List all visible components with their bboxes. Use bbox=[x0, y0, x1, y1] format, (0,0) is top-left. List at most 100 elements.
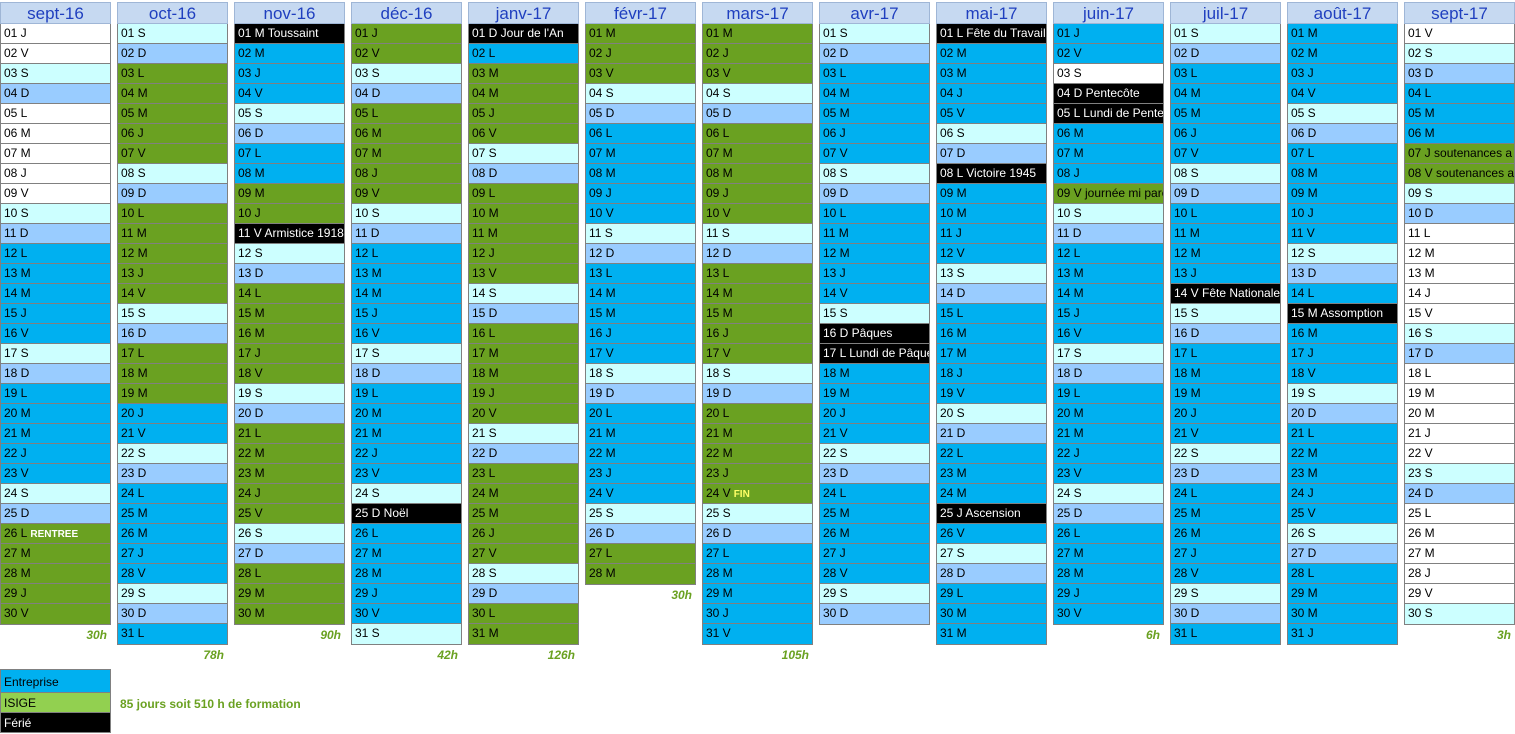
day-label: 08 S bbox=[121, 166, 146, 180]
day-cell: 28 S bbox=[469, 564, 578, 584]
day-cell: 30 D bbox=[820, 604, 929, 624]
day-label: 16 S bbox=[1408, 326, 1433, 340]
day-cell: 14 V bbox=[118, 284, 227, 304]
day-label: 22 L bbox=[940, 446, 964, 460]
day-label: 13 M bbox=[4, 266, 31, 280]
day-label: 13 V bbox=[472, 266, 497, 280]
day-cell: 22 L bbox=[937, 444, 1046, 464]
day-cell: 27 J bbox=[820, 544, 929, 564]
day-cell: 27 L bbox=[703, 544, 812, 564]
day-label: 10 L bbox=[121, 206, 145, 220]
day-cell: 04 M bbox=[469, 84, 578, 104]
day-cell: 04 D bbox=[1, 84, 110, 104]
day-cell: 03 M bbox=[937, 64, 1046, 84]
day-cell: 11 M bbox=[1171, 224, 1280, 244]
month-column: déc-16 01 J 02 V 03 S 04 D 05 L 06 M 07 M 08 J 09… bbox=[351, 2, 462, 665]
day-label: 31 M bbox=[472, 626, 499, 640]
day-cell: 09 D bbox=[820, 184, 929, 204]
day-label: 14 M bbox=[1057, 286, 1084, 300]
day-label: 02 M bbox=[238, 46, 265, 60]
day-cell: 17 M bbox=[469, 344, 578, 364]
month-header: sept-17 bbox=[1404, 2, 1515, 24]
day-list: 01 D Jour de l'An 02 L 03 M 04 M 05 J 06 V 07 … bbox=[468, 24, 579, 645]
day-label: 17 V bbox=[589, 346, 614, 360]
day-label: 23 L bbox=[472, 466, 496, 480]
day-label: 11 M bbox=[823, 226, 849, 240]
day-label: 16 V bbox=[355, 326, 380, 340]
day-cell: 30 V bbox=[352, 604, 461, 624]
day-label: 06 S bbox=[940, 126, 965, 140]
month-hours: 90h bbox=[320, 628, 341, 642]
day-label: 27 V bbox=[472, 546, 497, 560]
day-cell: 26 M bbox=[1171, 524, 1280, 544]
day-label: 23 M bbox=[1291, 466, 1318, 480]
day-label: 14 D bbox=[940, 286, 966, 300]
day-cell: 26 L bbox=[352, 524, 461, 544]
day-label: 28 L bbox=[238, 566, 262, 580]
day-label: 04 D bbox=[355, 86, 381, 100]
day-cell: 03 D bbox=[1405, 64, 1514, 84]
day-label: 08 L Victoire 1945 bbox=[940, 166, 1037, 180]
day-label: 28 J bbox=[1408, 566, 1431, 580]
day-cell: 31 M bbox=[469, 624, 578, 644]
day-label: 07 L bbox=[238, 146, 262, 160]
day-cell: 27 M bbox=[1054, 544, 1163, 564]
day-label: 30 V bbox=[355, 606, 380, 620]
day-cell: 23 D bbox=[820, 464, 929, 484]
day-label: 28 V bbox=[823, 566, 848, 580]
day-cell: 22 J bbox=[1, 444, 110, 464]
month-hours: 42h bbox=[437, 648, 458, 662]
day-label: 15 V bbox=[1408, 306, 1433, 320]
day-label: 30 D bbox=[121, 606, 147, 620]
day-cell: 30 V bbox=[1054, 604, 1163, 624]
day-cell: 02 M bbox=[937, 44, 1046, 64]
day-label: 08 D bbox=[472, 166, 498, 180]
day-cell: 02 J bbox=[703, 44, 812, 64]
month-header: févr-17 bbox=[585, 2, 696, 24]
day-label: 04 M bbox=[1174, 86, 1201, 100]
day-label: 12 D bbox=[589, 246, 615, 260]
day-cell: 15 S bbox=[118, 304, 227, 324]
day-cell: 19 D bbox=[586, 384, 695, 404]
day-label: 15 M bbox=[238, 306, 265, 320]
month-header: déc-16 bbox=[351, 2, 462, 24]
day-cell: 01 D Jour de l'An bbox=[469, 24, 578, 44]
day-label: 12 M bbox=[823, 246, 850, 260]
day-label: 27 J bbox=[823, 546, 846, 560]
day-label: 18 M bbox=[472, 366, 499, 380]
day-label: 26 D bbox=[589, 526, 615, 540]
day-cell: 13 L bbox=[703, 264, 812, 284]
day-label: 26 L bbox=[4, 526, 28, 540]
day-cell: 03 L bbox=[1171, 64, 1280, 84]
day-cell: 07 V bbox=[1171, 144, 1280, 164]
day-label: 17 J bbox=[1291, 346, 1314, 360]
day-label: 02 D bbox=[1174, 46, 1200, 60]
day-label: 16 D bbox=[1174, 326, 1200, 340]
month-hours bbox=[819, 625, 930, 645]
day-cell: 28 M bbox=[1, 564, 110, 584]
day-label: 08 J bbox=[355, 166, 378, 180]
day-label: 19 M bbox=[1174, 386, 1201, 400]
day-label: 05 D bbox=[589, 106, 615, 120]
day-cell: 09 L bbox=[469, 184, 578, 204]
day-label: 16 J bbox=[589, 326, 612, 340]
day-label: 13 J bbox=[823, 266, 846, 280]
day-cell: 18 M bbox=[820, 364, 929, 384]
day-label: 19 V bbox=[940, 386, 965, 400]
day-label: 25 M bbox=[823, 506, 850, 520]
day-label: 04 S bbox=[706, 86, 731, 100]
day-cell: 25 D bbox=[1, 504, 110, 524]
day-label: 06 L bbox=[706, 126, 730, 140]
day-cell: 06 J bbox=[820, 124, 929, 144]
day-label: 02 V bbox=[355, 46, 380, 60]
month-header: janv-17 bbox=[468, 2, 579, 24]
day-cell: 09 V bbox=[1, 184, 110, 204]
day-cell: 22 J bbox=[352, 444, 461, 464]
day-cell: 30 S bbox=[1405, 604, 1514, 624]
day-label: 08 M bbox=[1291, 166, 1318, 180]
day-cell: 12 L bbox=[352, 244, 461, 264]
day-label: 05 L bbox=[4, 106, 28, 120]
day-cell: 18 S bbox=[586, 364, 695, 384]
